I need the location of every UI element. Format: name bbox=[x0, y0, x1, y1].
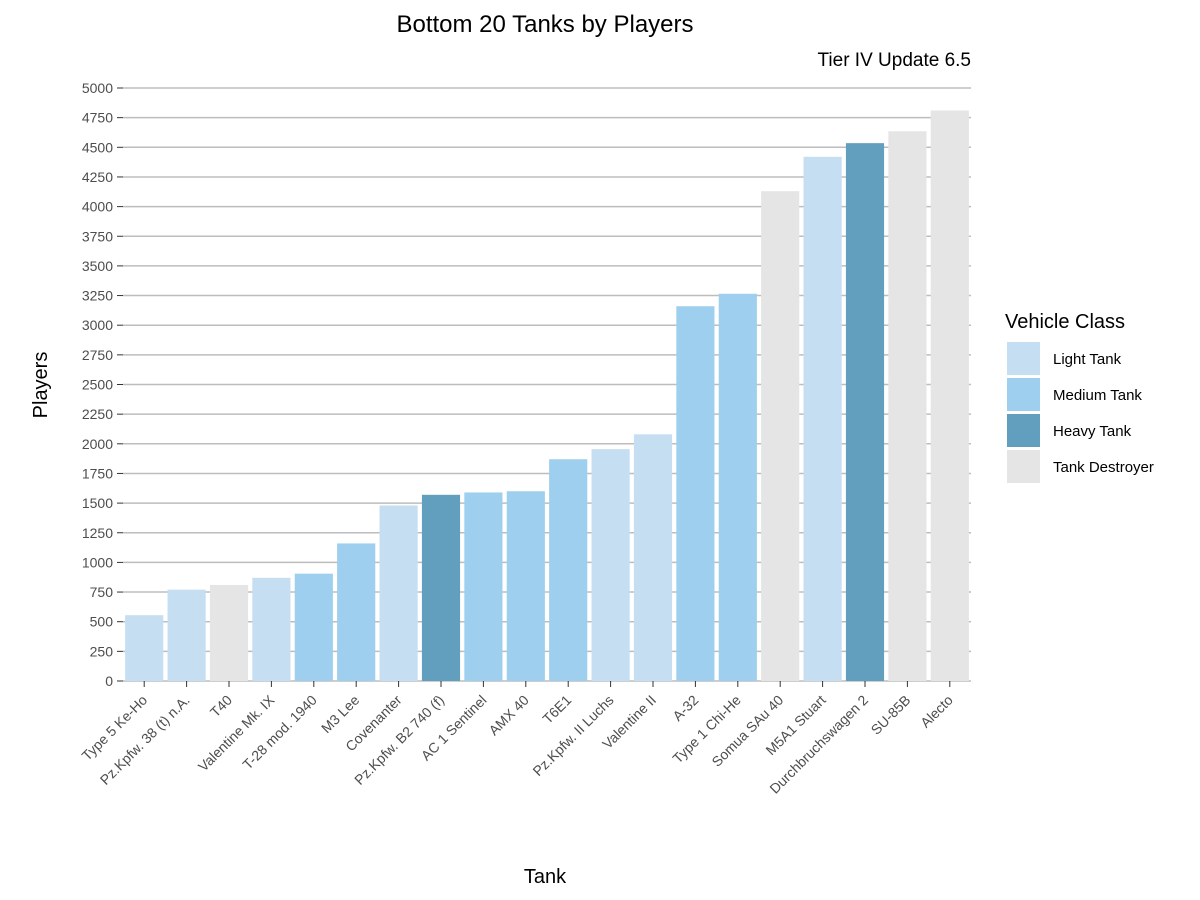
bar bbox=[125, 615, 164, 681]
y-tick-label: 5000 bbox=[82, 80, 113, 96]
legend-label: Medium Tank bbox=[1053, 387, 1142, 404]
y-tick-label: 4250 bbox=[82, 169, 113, 185]
y-tick-label: 3000 bbox=[82, 317, 113, 333]
chart-subtitle: Tier IV Update 6.5 bbox=[818, 50, 971, 71]
y-tick-label: 3250 bbox=[82, 288, 113, 304]
legend-label: Tank Destroyer bbox=[1053, 459, 1154, 476]
x-tick-label: T-28 mod. 1940 bbox=[239, 692, 320, 773]
y-tick-label: 2000 bbox=[82, 436, 113, 452]
bar bbox=[379, 505, 418, 681]
x-tick-label: T40 bbox=[207, 692, 236, 721]
bar bbox=[633, 434, 673, 681]
y-tick-label: 1250 bbox=[82, 525, 113, 541]
y-axis-ticks: 0 250 500 750 1000 1250 1500 1750 2000 2250 2500 27… bbox=[82, 80, 123, 689]
legend-swatch bbox=[1007, 450, 1040, 483]
legend: Vehicle Class Light Tank Medium Tank Heavy… bbox=[1005, 311, 1154, 483]
bar bbox=[421, 494, 461, 681]
legend-label: Light Tank bbox=[1053, 351, 1122, 368]
x-tick-label: SU-85B bbox=[868, 692, 914, 738]
x-tick-label: T6E1 bbox=[539, 692, 574, 727]
y-tick-label: 0 bbox=[105, 673, 113, 689]
x-tick-label: Valentine Mk. IX bbox=[195, 691, 278, 774]
legend-label: Heavy Tank bbox=[1053, 423, 1132, 440]
bar bbox=[845, 143, 885, 682]
bar bbox=[761, 191, 800, 681]
y-tick-label: 4750 bbox=[82, 110, 113, 126]
y-tick-label: 3750 bbox=[82, 228, 113, 244]
y-tick-label: 1750 bbox=[82, 465, 113, 481]
y-tick-label: 2500 bbox=[82, 377, 113, 393]
bar bbox=[718, 293, 757, 681]
y-tick-label: 1500 bbox=[82, 495, 113, 511]
x-tick-label: Alecto bbox=[917, 692, 956, 731]
x-tick-label: A-32 bbox=[669, 692, 701, 724]
bar bbox=[464, 492, 503, 681]
y-tick-label: 2750 bbox=[82, 347, 113, 363]
x-tick-label: AMX 40 bbox=[485, 692, 532, 739]
legend-swatch bbox=[1007, 342, 1040, 375]
y-axis-title: Players bbox=[30, 352, 52, 419]
bar bbox=[591, 449, 630, 681]
y-tick-label: 3500 bbox=[82, 258, 113, 274]
gridlines bbox=[123, 87, 971, 682]
y-tick-label: 2250 bbox=[82, 406, 113, 422]
bar bbox=[506, 491, 545, 681]
bar bbox=[930, 110, 969, 681]
bar bbox=[209, 584, 249, 681]
y-tick-label: 500 bbox=[90, 614, 114, 630]
y-tick-label: 1000 bbox=[82, 554, 113, 570]
bar bbox=[549, 459, 588, 681]
y-tick-label: 750 bbox=[90, 584, 114, 600]
bar bbox=[294, 573, 333, 681]
y-tick-label: 4000 bbox=[82, 199, 113, 215]
bar bbox=[803, 156, 842, 682]
legend-swatch bbox=[1007, 378, 1040, 411]
legend-title: Vehicle Class bbox=[1005, 311, 1125, 333]
chart-title: Bottom 20 Tanks by Players bbox=[396, 11, 693, 38]
y-tick-label: 250 bbox=[90, 643, 114, 659]
bar bbox=[252, 577, 291, 681]
bars bbox=[125, 110, 969, 682]
bar bbox=[337, 543, 376, 681]
legend-swatch bbox=[1007, 414, 1040, 447]
y-tick-label: 4500 bbox=[82, 139, 113, 155]
bar bbox=[676, 306, 715, 681]
x-axis-title: Tank bbox=[524, 866, 567, 888]
bar bbox=[167, 589, 206, 681]
bar bbox=[888, 131, 927, 681]
